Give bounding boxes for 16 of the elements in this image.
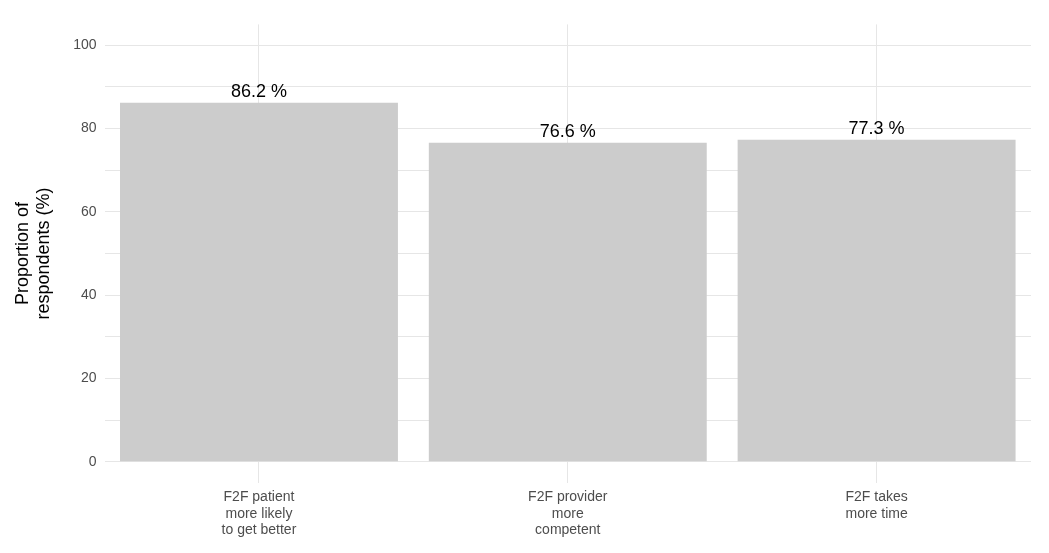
y-tick-label: 20 xyxy=(80,369,97,386)
y-tick-label: 0 xyxy=(88,452,97,469)
data-label: 77.3 % xyxy=(848,117,905,138)
y-tick-label: 60 xyxy=(80,202,97,219)
bar xyxy=(428,142,707,462)
data-label: 76.6 % xyxy=(539,120,596,141)
x-tick-label: F2F patient more likely to get better xyxy=(221,487,297,538)
y-tick-label: 100 xyxy=(73,36,97,53)
y-tick-label: 40 xyxy=(80,286,97,303)
data-label: 86.2 % xyxy=(230,80,287,101)
y-tick-label: 80 xyxy=(80,119,97,136)
x-tick-label: F2F provider more competent xyxy=(528,487,608,538)
y-axis-title: Proportion of respondents (%) xyxy=(11,187,54,320)
bar xyxy=(120,102,398,462)
bar xyxy=(737,139,1016,462)
x-tick-label: F2F takes more time xyxy=(845,487,908,521)
